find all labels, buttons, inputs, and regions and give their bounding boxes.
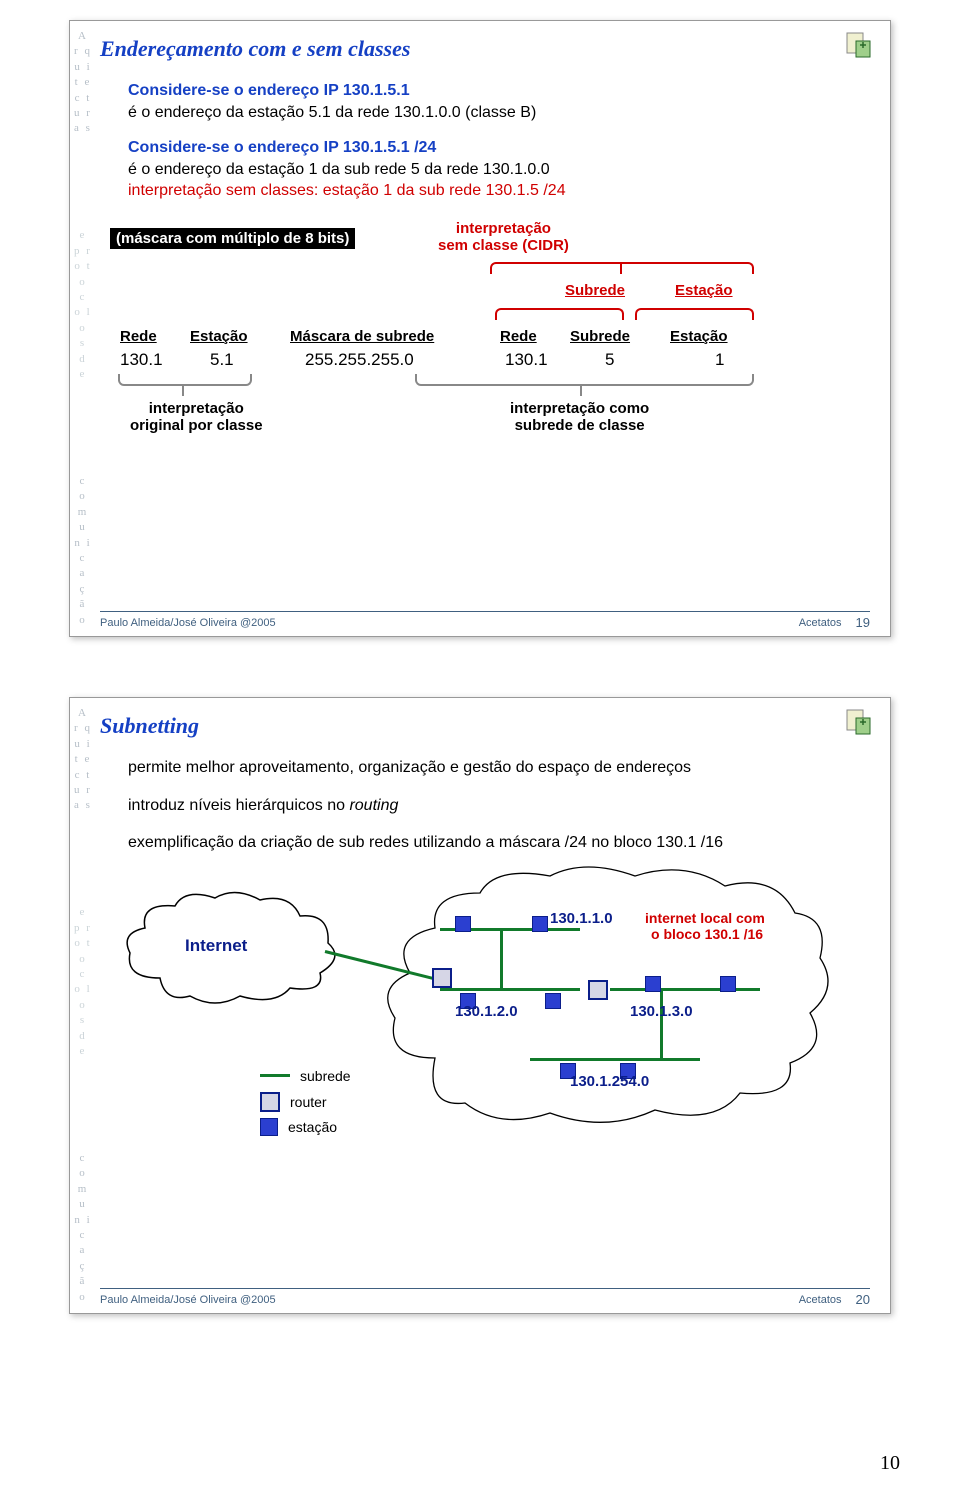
slide-title: Endereçamento com e sem classes — [100, 36, 870, 62]
line-2: é o endereço da estação 5.1 da rede 130.… — [128, 102, 870, 124]
station-icon — [455, 916, 471, 932]
network-diagram: Internet — [100, 868, 870, 1178]
val-sub: 5 — [605, 350, 614, 370]
document-page-number: 10 — [880, 1452, 900, 1475]
router-box-icon — [260, 1092, 280, 1112]
val-rede1: 130.1 — [120, 350, 163, 370]
station-icon — [645, 976, 661, 992]
para-3: exemplificação da criação de sub redes u… — [128, 832, 748, 854]
hdr-rede2: Rede — [500, 328, 537, 345]
para-2: introduz níveis hierárquicos no routing — [128, 795, 870, 817]
legend-router: router — [260, 1092, 327, 1112]
hdr-sub2: Subrede — [570, 328, 630, 345]
ip-label-4: 130.1.254.0 — [570, 1073, 649, 1090]
mask-note: (máscara com múltiplo de 8 bits) — [110, 228, 355, 249]
hdr-rede: Rede — [120, 328, 157, 345]
interp-left: interpretaçãooriginal por classe — [130, 400, 263, 435]
line-1: Considere-se o endereço IP 130.1.5.1 — [128, 80, 870, 102]
slide-body: Considere-se o endereço IP 130.1.5.1 é o… — [128, 80, 870, 202]
router-icon — [588, 980, 608, 1000]
side-label-3: c o m u n i c a ç ã o — [74, 475, 91, 626]
ip-label-3: 130.1.3.0 — [630, 1003, 693, 1020]
hdr-est: Estação — [190, 328, 248, 345]
slide-content: Subnetting permite melhor aproveitamento… — [100, 713, 870, 1281]
val-est1: 5.1 — [210, 350, 234, 370]
router-icon — [432, 968, 452, 988]
station-box-icon — [260, 1118, 278, 1136]
line-4: é o endereço da estação 1 da sub rede 5 … — [128, 159, 870, 181]
station-icon — [532, 916, 548, 932]
para-1: permite melhor aproveitamento, organizaç… — [128, 757, 748, 779]
slide-content: Endereçamento com e sem classes Consider… — [100, 36, 870, 604]
legend-station: estação — [260, 1118, 337, 1136]
cidr-label: interpretaçãosem classe (CIDR) — [438, 220, 569, 255]
footer-author: Paulo Almeida/José Oliveira @2005 — [100, 1294, 276, 1306]
local-note: internet local com o bloco 130.1 /16 — [645, 910, 765, 942]
val-rede2: 130.1 — [505, 350, 548, 370]
side-label: A r q u i t e c t u r a s e p r o t o c … — [74, 29, 92, 628]
slide-20: A r q u i t e c t u r a s e p r o t o c … — [69, 697, 891, 1314]
slide-footer: Paulo Almeida/José Oliveira @2005 Acetat… — [100, 1288, 870, 1307]
footer-pagenum: 20 — [856, 1292, 870, 1307]
slide-body: permite melhor aproveitamento, organizaç… — [128, 757, 870, 854]
station-icon — [720, 976, 736, 992]
slide-19: A r q u i t e c t u r a s e p r o t o c … — [69, 20, 891, 637]
slide-title: Subnetting — [100, 713, 870, 739]
hdr-mask: Máscara de subrede — [290, 328, 434, 345]
legend-subrede: subrede — [260, 1068, 351, 1084]
footer-acetatos: Acetatos — [799, 617, 842, 629]
subrede-line-icon — [260, 1074, 290, 1077]
side-label: A r q u i t e c t u r a s e p r o t o c … — [74, 706, 92, 1305]
val-est2: 1 — [715, 350, 724, 370]
cloud-label: Internet — [185, 936, 247, 956]
interp-right: interpretação comosubrede de classe — [510, 400, 649, 435]
estacao-label: Estação — [675, 282, 733, 299]
diagram-cidr: (máscara com múltiplo de 8 bits) interpr… — [110, 220, 870, 475]
footer-pagenum: 19 — [856, 615, 870, 630]
ip-label-1: 130.1.1.0 — [550, 910, 613, 927]
hdr-est2: Estação — [670, 328, 728, 345]
subrede-label: Subrede — [565, 282, 625, 299]
footer-author: Paulo Almeida/José Oliveira @2005 — [100, 617, 276, 629]
station-icon — [545, 993, 561, 1009]
side-label-1: A r q u i t e c t u r a s — [74, 30, 92, 134]
line-5: interpretação sem classes: estação 1 da … — [128, 180, 870, 202]
footer-acetatos: Acetatos — [799, 1294, 842, 1306]
slide-footer: Paulo Almeida/José Oliveira @2005 Acetat… — [100, 611, 870, 630]
line-3: Considere-se o endereço IP 130.1.5.1 /24 — [128, 137, 870, 159]
side-label-2: e p r o t o c o l o s d e — [74, 229, 92, 380]
ip-label-2: 130.1.2.0 — [455, 1003, 518, 1020]
val-mask: 255.255.255.0 — [305, 350, 414, 370]
